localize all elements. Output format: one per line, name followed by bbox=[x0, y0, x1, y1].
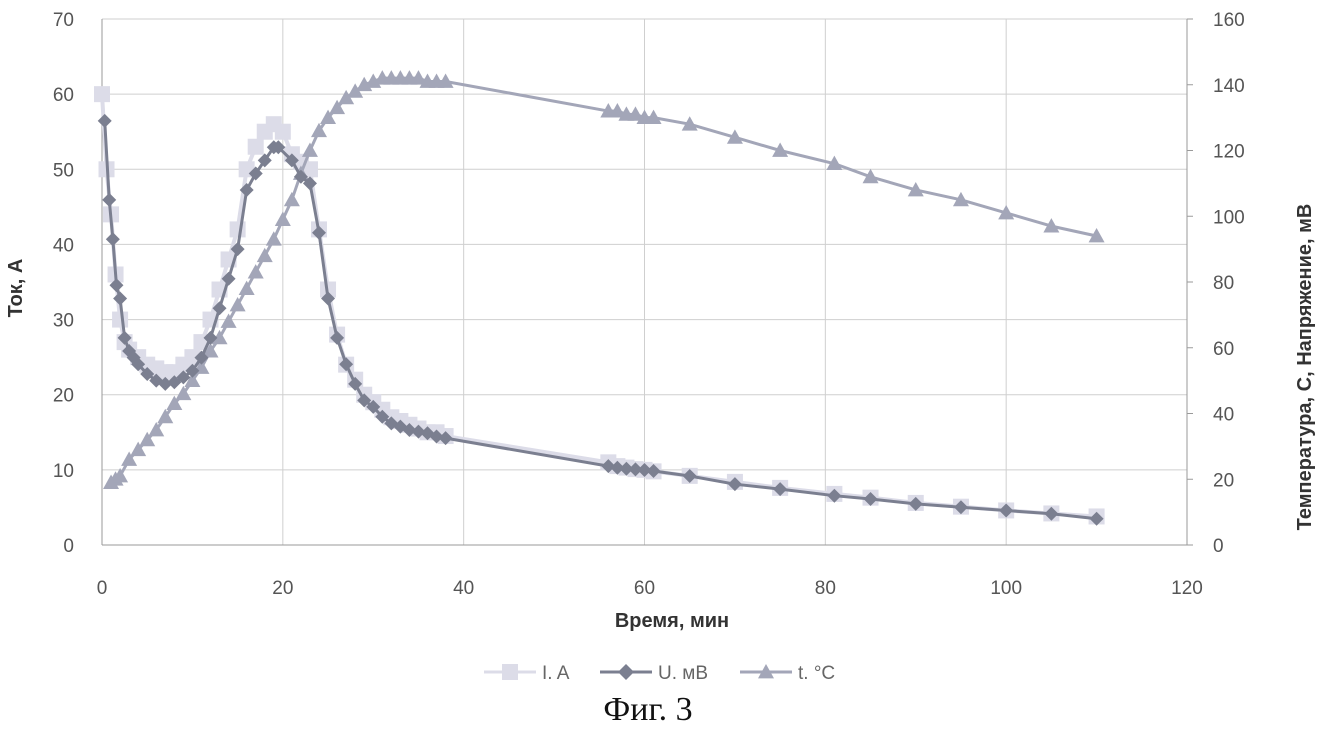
y2-tick-label: 20 bbox=[1213, 470, 1234, 491]
series-square bbox=[94, 86, 1105, 524]
series-line bbox=[102, 94, 1097, 516]
data-point bbox=[113, 291, 127, 305]
x-tick-label: 120 bbox=[1171, 578, 1203, 599]
data-point bbox=[102, 193, 116, 207]
data-point bbox=[248, 264, 264, 278]
legend-label: I. A bbox=[542, 663, 570, 684]
legend-marker bbox=[618, 664, 634, 680]
data-point bbox=[284, 192, 300, 206]
data-point bbox=[221, 313, 237, 327]
y2-tick-label: 160 bbox=[1213, 10, 1245, 31]
legend-label: U. мВ bbox=[658, 663, 708, 684]
chart-legend: I. A U. мВ t. °C bbox=[484, 663, 835, 684]
data-point bbox=[239, 281, 255, 295]
legend-label: t. °C bbox=[798, 663, 835, 684]
y2-tick-label: 100 bbox=[1213, 207, 1245, 228]
y-axis-title: Ток, А bbox=[5, 259, 27, 318]
chart-series bbox=[94, 70, 1105, 526]
y2-axis-title: Температура, С, Напряжение, мВ bbox=[1294, 204, 1316, 531]
y-tick-label: 70 bbox=[53, 10, 74, 31]
y-tick-label: 60 bbox=[53, 85, 74, 106]
y2-tick-label: 0 bbox=[1213, 536, 1224, 557]
data-point bbox=[275, 212, 291, 226]
data-point bbox=[98, 114, 112, 128]
data-point bbox=[112, 312, 128, 328]
y-tick-label: 30 bbox=[53, 311, 74, 332]
y-tick-label: 0 bbox=[63, 536, 74, 557]
chart-axes: 0 10 20 30 40 50 60 70 0 20 40 60 80 100 120 0 20 40 60 80 1… bbox=[53, 10, 1245, 599]
data-point bbox=[302, 143, 318, 157]
x-tick-label: 20 bbox=[272, 578, 293, 599]
data-point bbox=[257, 248, 273, 262]
y-tick-label: 20 bbox=[53, 386, 74, 407]
y-tick-label: 40 bbox=[53, 235, 74, 256]
y2-tick-label: 80 bbox=[1213, 273, 1234, 294]
legend-marker bbox=[502, 664, 518, 680]
x-tick-label: 100 bbox=[990, 578, 1022, 599]
data-point bbox=[266, 231, 282, 245]
data-point bbox=[248, 139, 264, 155]
data-point bbox=[230, 221, 246, 237]
x-tick-label: 0 bbox=[97, 578, 108, 599]
x-axis-title: Время, мин bbox=[615, 610, 729, 632]
series-triangle bbox=[103, 70, 1105, 489]
data-point bbox=[230, 297, 246, 311]
x-tick-label: 60 bbox=[634, 578, 655, 599]
y-tick-label: 10 bbox=[53, 461, 74, 482]
y2-tick-label: 40 bbox=[1213, 405, 1234, 426]
y2-tick-label: 60 bbox=[1213, 339, 1234, 360]
y2-tick-label: 120 bbox=[1213, 142, 1245, 163]
y-tick-label: 50 bbox=[53, 160, 74, 181]
x-tick-label: 40 bbox=[453, 578, 474, 599]
data-point bbox=[94, 86, 110, 102]
figure-caption: Фиг. 3 bbox=[603, 691, 692, 728]
y2-tick-label: 140 bbox=[1213, 76, 1245, 97]
x-tick-label: 80 bbox=[815, 578, 836, 599]
data-point bbox=[275, 124, 291, 140]
